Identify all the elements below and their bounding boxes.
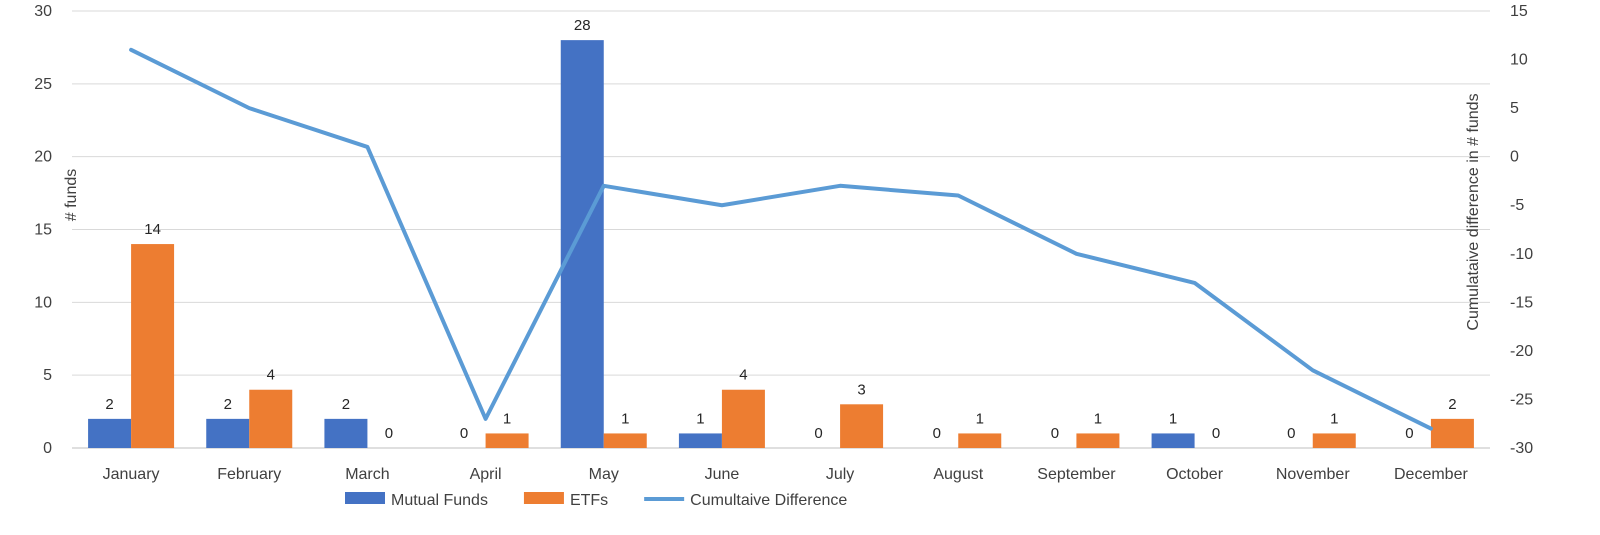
bar-etfs-february [249, 389, 293, 448]
y-tick-label: 20 [34, 149, 52, 166]
line-cumulative-difference [129, 47, 1433, 431]
legend-swatch [345, 492, 385, 504]
legend-label: ETFs [570, 492, 608, 509]
data-label: 3 [857, 381, 865, 398]
y-tick-label: 10 [34, 294, 52, 311]
y-tick-label: 5 [43, 367, 52, 384]
bar-etfs-june [721, 389, 765, 448]
x-tick-label: October [1166, 466, 1224, 483]
x-tick-label: May [589, 466, 619, 483]
legend: Mutual Funds ETFs Cumultaive Difference [345, 492, 847, 509]
data-label: 4 [739, 367, 747, 384]
x-tick-label: April [470, 466, 502, 483]
bar-etfs-september [1076, 433, 1120, 448]
bar-etfs-november [1312, 433, 1356, 448]
y2-tick-label: -30 [1510, 440, 1533, 457]
legend-label: Mutual Funds [391, 492, 488, 509]
y-tick-label: 25 [34, 76, 52, 93]
data-label: 28 [574, 17, 591, 34]
x-tick-label: November [1276, 466, 1350, 483]
data-label: 1 [696, 410, 704, 427]
legend-swatch [523, 492, 564, 504]
y-axis-title: # funds [63, 169, 80, 221]
x-tick-label: August [933, 466, 983, 483]
y2-tick-label: -5 [1510, 197, 1524, 214]
x-tick-label: September [1037, 466, 1116, 483]
bar-mutual-funds-march [324, 418, 368, 448]
data-label: 1 [976, 410, 984, 427]
bar-mutual-funds-may [560, 40, 604, 449]
data-label: 2 [105, 396, 113, 413]
data-label: 0 [1051, 425, 1059, 442]
bar-etfs-december [1430, 418, 1474, 448]
data-label: 1 [1169, 410, 1177, 427]
bar-mutual-funds-january [88, 418, 132, 448]
data-label: 14 [144, 221, 161, 238]
data-label: 1 [621, 410, 629, 427]
bar-series [88, 40, 1474, 449]
y2-tick-label: -10 [1510, 246, 1533, 263]
bar-etfs-january [131, 244, 175, 448]
axes: 051015202530-30-25-20-15-10-5051015Janua… [34, 3, 1533, 483]
y2-tick-label: 15 [1510, 3, 1528, 20]
data-label: 2 [224, 396, 232, 413]
y2-tick-label: 10 [1510, 52, 1528, 69]
bar-etfs-may [603, 433, 647, 448]
y2-tick-label: -25 [1510, 391, 1533, 408]
data-label: 0 [385, 425, 393, 442]
y-tick-label: 30 [34, 3, 52, 20]
legend-item-mutual-funds: Mutual Funds [345, 492, 488, 509]
y-tick-label: 15 [34, 222, 52, 239]
bar-mutual-funds-june [678, 433, 722, 448]
y2-axis-title: Cumulataive difference in # funds [1465, 93, 1482, 330]
bar-mutual-funds-october [1151, 433, 1195, 448]
data-label: 2 [1448, 396, 1456, 413]
x-tick-label: June [705, 466, 740, 483]
x-tick-label: December [1394, 466, 1468, 483]
x-tick-label: March [345, 466, 389, 483]
data-label: 1 [1094, 410, 1102, 427]
data-label: 0 [1405, 425, 1413, 442]
data-label: 0 [1212, 425, 1220, 442]
legend-item-cumultaive-difference: Cumultaive Difference [644, 492, 847, 509]
legend-label: Cumultaive Difference [690, 492, 847, 509]
y2-tick-label: -20 [1510, 343, 1533, 360]
data-label: 1 [503, 410, 511, 427]
bar-etfs-august [958, 433, 1002, 448]
data-label: 0 [460, 425, 468, 442]
gridlines [72, 10, 1490, 449]
x-tick-label: January [103, 466, 160, 483]
legend-item-etfs: ETFs [523, 492, 608, 509]
data-label: 1 [1330, 410, 1338, 427]
y-tick-label: 0 [43, 440, 52, 457]
x-tick-label: February [217, 466, 281, 483]
data-label: 0 [933, 425, 941, 442]
data-label: 0 [814, 425, 822, 442]
y2-tick-label: -15 [1510, 294, 1533, 311]
x-tick-label: July [826, 466, 854, 483]
y2-tick-label: 0 [1510, 149, 1519, 166]
bar-mutual-funds-february [206, 418, 250, 448]
line-series [129, 47, 1433, 431]
bar-etfs-july [840, 404, 884, 448]
y2-tick-label: 5 [1510, 100, 1519, 117]
data-label: 4 [267, 367, 275, 384]
bar-etfs-april [485, 433, 529, 448]
data-label: 2 [342, 396, 350, 413]
data-label: 0 [1287, 425, 1295, 442]
